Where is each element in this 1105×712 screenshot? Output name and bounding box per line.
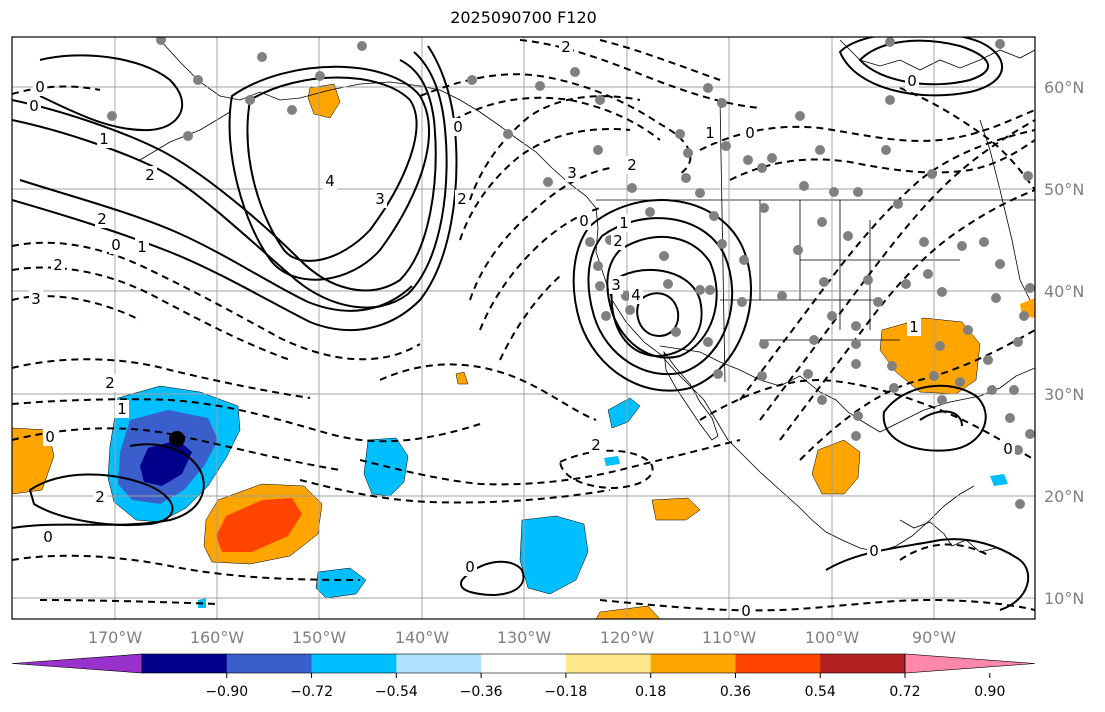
contour-label: 0 [907,72,917,90]
contour-label: 4 [325,172,335,190]
contour-label: 0 [111,236,121,254]
contour-label: 3 [375,190,385,208]
contour-label: 0 [579,212,589,230]
colorbar-label: −0.54 [375,684,418,700]
shade-orange-4 [811,439,861,495]
lat-axis: 60°N 50°N 40°N 30°N 20°N 10°N [1044,78,1084,608]
contour-label: 1 [705,124,715,142]
colorbar-bin [565,654,652,673]
lat-label: 30°N [1044,385,1084,404]
colorbar-label: 0.18 [635,684,666,700]
map-frame [11,36,1036,620]
lon-label: 170°W [88,628,143,647]
colorbar-bin [311,654,397,673]
lon-label: 90°W [912,628,956,647]
contour-label: 0 [745,124,755,142]
colorbar: −0.90 −0.72 −0.54 −0.36 −0.18 0.18 0.36 0.54 0.7… [11,653,1036,700]
colorbar-label: −0.36 [460,684,503,700]
lon-label: 120°W [600,628,655,647]
colorbar-label: 0.90 [974,684,1005,700]
lat-label: 10°N [1044,589,1084,608]
lon-label: 100°W [805,628,860,647]
contour-label: 2 [105,374,115,392]
contour-label: 0 [35,78,45,96]
colorbar-label: 0.54 [805,684,836,700]
lat-label: 60°N [1044,78,1084,97]
contour-label: 1 [99,130,109,148]
shade-orange-3 [879,317,981,395]
colorbar-bin [820,654,906,673]
contour-label: 0 [465,558,475,576]
shaded-anomalies [12,83,1035,619]
colorbar-label: −0.90 [205,684,248,700]
lat-label: 40°N [1044,282,1084,301]
shade-orange-5 [307,83,341,119]
contour-label: 2 [53,256,63,274]
lon-label: 110°W [702,628,757,647]
colorbar-label: 0.72 [889,684,920,700]
contour-label: 0 [1003,440,1013,458]
colorbar-label: −0.72 [290,684,333,700]
contour-label: 1 [909,318,919,336]
colorbar-label: −0.18 [544,684,587,700]
observation-dots [107,37,1035,509]
contour-label: 3 [567,164,577,182]
negative-contours [12,39,1035,612]
contour-label: 2 [457,190,467,208]
contour-label: 3 [611,276,621,294]
shade-orange-6 [651,497,701,521]
map-title: 2025090700 F120 [450,8,597,27]
colorbar-bin [142,654,228,673]
contour-label: 2 [627,156,637,174]
contour-label: 3 [31,290,41,308]
contour-label: 1 [137,238,147,256]
colorbar-outline [141,653,906,674]
colorbar-bin [481,654,567,673]
shade-red-1 [216,498,302,552]
colorbar-bin [735,654,821,673]
colorbar-extend-low [11,653,143,674]
contour-label: 0 [453,118,463,136]
colorbar-label: 0.36 [720,684,751,700]
contour-label: 0 [43,528,53,546]
contour-label: 0 [741,602,751,620]
contour-label: 2 [145,166,155,184]
lat-label: 50°N [1044,180,1084,199]
contour-label: 0 [45,428,55,446]
contour-label: 2 [591,436,601,454]
shade-orange-8 [455,371,469,385]
contour-labels: 0 0 1 2 4 3 2 0 1 2 3 3 2 1 [27,38,1015,620]
contour-label: 2 [95,488,105,506]
contour-label: 4 [631,286,641,304]
lon-label: 150°W [292,628,347,647]
contour-label: 1 [117,400,127,418]
shade-blue-5 [607,397,641,429]
colorbar-bin [650,654,736,673]
shade-blue-6 [604,456,620,466]
colorbar-extend-high [904,653,1036,674]
lon-axis: 170°W 160°W 150°W 140°W 130°W 120°W 110°… [88,628,956,647]
shade-blue-7 [990,474,1008,486]
contour-label: 0 [869,542,879,560]
colorbar-bin [226,654,313,673]
shade-blue-4 [315,567,367,599]
lon-label: 140°W [395,628,450,647]
positive-contours [12,37,1030,611]
lon-label: 160°W [190,628,245,647]
shade-orange-7 [595,605,661,619]
contour-label: 0 [29,97,39,115]
contour-label: 1 [619,214,629,232]
lat-label: 20°N [1044,487,1084,506]
contour-label: 2 [561,38,571,56]
lon-label: 130°W [497,628,552,647]
colorbar-bin [396,654,482,673]
contour-label: 2 [613,232,623,250]
contour-label: 2 [97,210,107,228]
gridlines [12,37,1035,619]
storm-center-marker [169,431,185,447]
